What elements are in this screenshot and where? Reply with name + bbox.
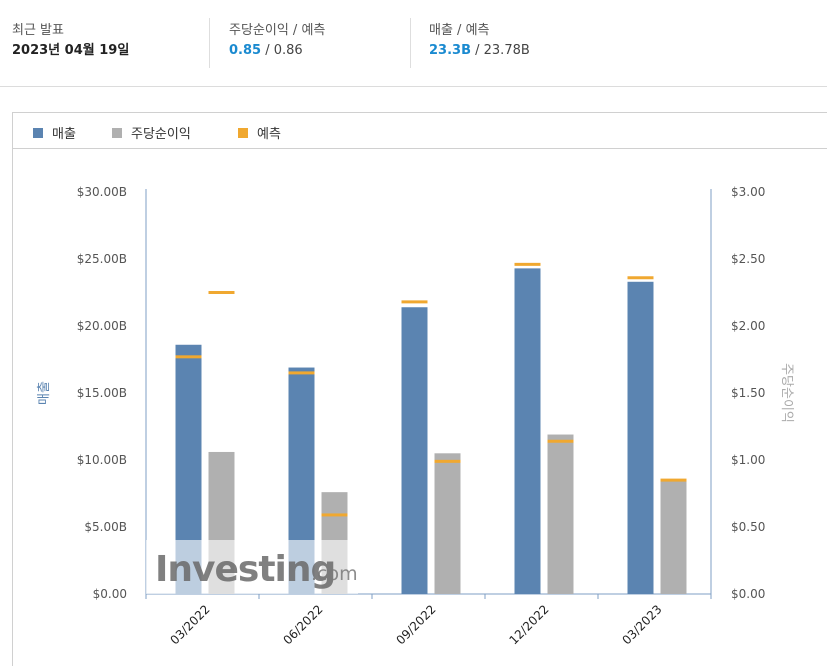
- left-tick-label: $30.00B: [77, 185, 127, 199]
- right-tick-label: $0.50: [731, 520, 765, 534]
- right-tick-label: $0.00: [731, 587, 765, 601]
- left-tick-label: $0.00: [93, 587, 127, 601]
- earnings-summary: 최근 발표 2023년 04월 19일 주당순이익 / 예측 0.85 / 0.…: [0, 0, 827, 87]
- revenue-label: 매출 / 예측: [429, 23, 490, 38]
- legend-label-revenue: 매출: [52, 127, 76, 142]
- eps-forecast-marker: [208, 291, 235, 294]
- legend-swatch-forecast: [238, 127, 248, 138]
- x-tick-label: 03/2022: [167, 602, 212, 647]
- legend-item-revenue[interactable]: 매출: [33, 123, 76, 142]
- revenue-bar: [514, 268, 541, 594]
- latest-release-date: 2023년 04월 19일: [12, 43, 130, 58]
- eps-forecast: 0.86: [273, 43, 303, 58]
- legend-item-forecast[interactable]: 예측: [238, 123, 281, 142]
- right-tick-label: $3.00: [731, 185, 765, 199]
- legend-swatch-revenue: [33, 127, 43, 138]
- watermark-backdrop: [146, 540, 358, 594]
- left-tick-label: $15.00B: [77, 386, 127, 400]
- left-tick-label: $5.00B: [84, 520, 127, 534]
- legend-label-forecast: 예측: [257, 127, 281, 142]
- divider: [209, 18, 210, 68]
- eps-bar: [547, 434, 574, 594]
- x-tick-label: 09/2022: [393, 602, 438, 647]
- x-tick-label: 06/2022: [280, 602, 325, 647]
- divider: [410, 18, 411, 68]
- left-tick-label: $25.00B: [77, 252, 127, 266]
- latest-release-block: 최근 발표 2023년 04월 19일: [12, 22, 129, 60]
- right-axis-title: 주당순이익: [779, 363, 794, 423]
- revenue-block: 매출 / 예측 23.3B / 23.78B: [429, 23, 530, 58]
- revenue-forecast-marker: [401, 300, 428, 304]
- eps-label: 주당순이익 / 예측: [229, 23, 326, 38]
- watermark-suffix: .com: [311, 563, 358, 585]
- chart-legend: 매출 주당순이익 예측: [13, 113, 827, 149]
- left-axis-title: 매출: [37, 381, 52, 405]
- x-tick-label: 03/2023: [619, 602, 664, 647]
- right-tick-label: $1.00: [731, 453, 765, 467]
- revenue-actual: 23.3B: [429, 43, 471, 58]
- revenue-forecast-marker: [175, 355, 202, 359]
- left-tick-label: $20.00B: [77, 319, 127, 333]
- eps-forecast-marker: [321, 513, 348, 517]
- revenue-forecast-marker: [627, 276, 654, 280]
- right-tick-label: $1.50: [731, 386, 765, 400]
- eps-forecast-marker: [660, 478, 687, 482]
- legend-swatch-eps: [112, 127, 122, 138]
- revenue-forecast-marker: [514, 262, 541, 266]
- eps-forecast-marker: [547, 439, 574, 443]
- legend-label-eps: 주당순이익: [131, 127, 191, 142]
- right-tick-label: $2.00: [731, 319, 765, 333]
- left-tick-label: $10.00B: [77, 453, 127, 467]
- eps-forecast-marker: [434, 459, 461, 463]
- revenue-forecast-marker: [288, 371, 315, 375]
- eps-bar: [660, 480, 687, 594]
- revenue-forecast: 23.78B: [483, 43, 530, 58]
- legend-item-eps[interactable]: 주당순이익: [112, 123, 191, 142]
- revenue-bar: [627, 281, 654, 594]
- eps-actual: 0.85: [229, 43, 262, 58]
- watermark-brand: Investing: [155, 549, 335, 590]
- eps-block: 주당순이익 / 예측 0.85 / 0.86: [229, 23, 326, 58]
- revenue-bar: [401, 307, 428, 594]
- right-tick-label: $2.50: [731, 252, 765, 266]
- x-tick-label: 12/2022: [506, 602, 551, 647]
- latest-release-label: 최근 발표: [12, 23, 64, 38]
- earnings-chart-panel: 매출 주당순이익 예측: [12, 112, 827, 666]
- eps-bar: [434, 453, 461, 594]
